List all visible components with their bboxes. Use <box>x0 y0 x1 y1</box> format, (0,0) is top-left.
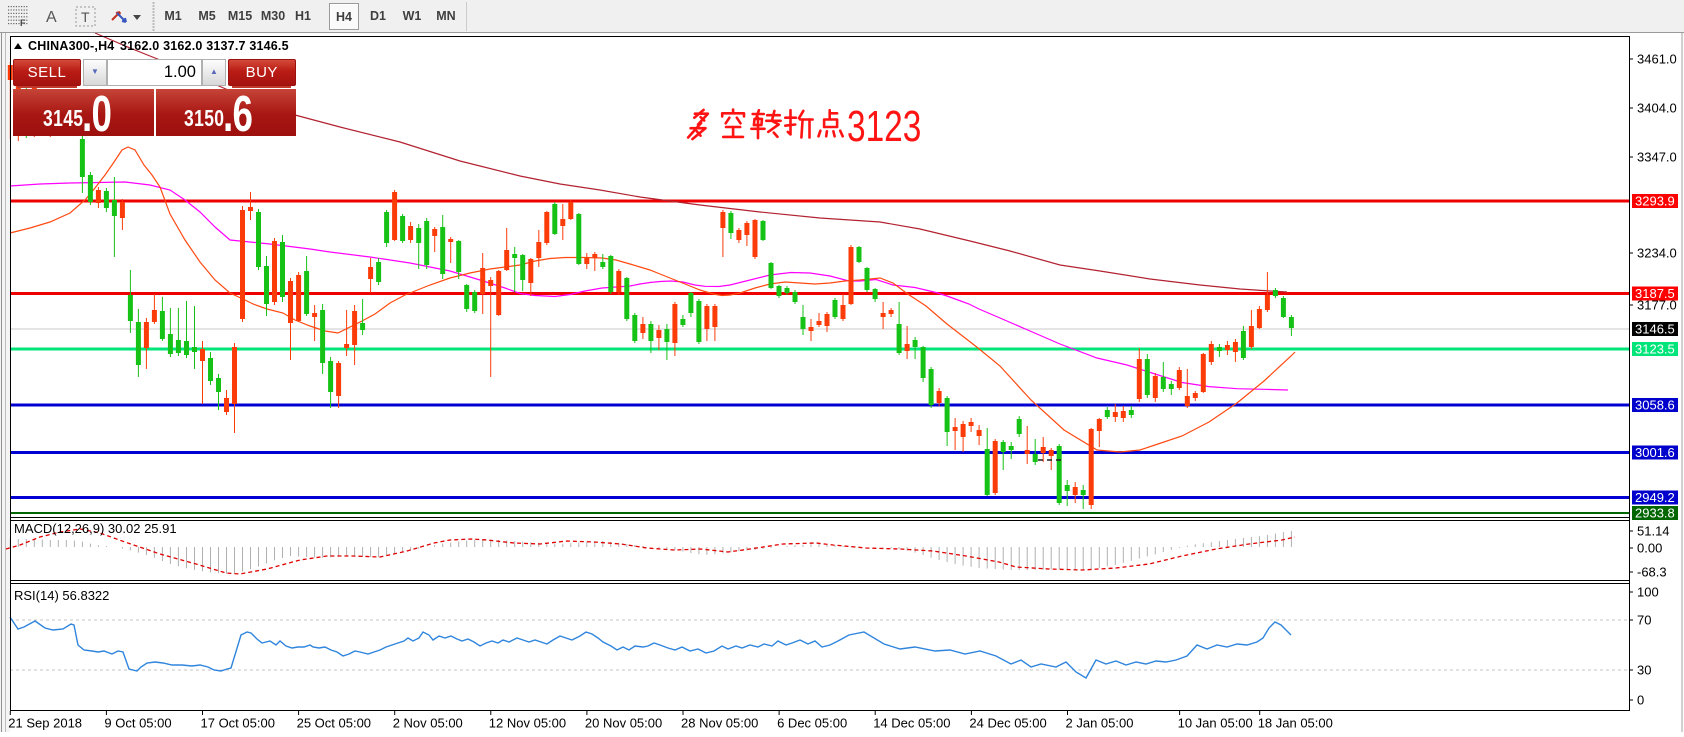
svg-text:6 Dec 05:00: 6 Dec 05:00 <box>777 716 847 731</box>
svg-text:2 Jan 05:00: 2 Jan 05:00 <box>1066 716 1134 731</box>
svg-text:3177.0: 3177.0 <box>1637 298 1677 313</box>
svg-text:MACD(12,26,9) 30.02 25.91: MACD(12,26,9) 30.02 25.91 <box>14 521 177 536</box>
svg-text:20 Nov 05:00: 20 Nov 05:00 <box>585 716 662 731</box>
svg-text:-68.3: -68.3 <box>1637 565 1667 580</box>
svg-text:3293.9: 3293.9 <box>1635 194 1675 209</box>
svg-text:RSI(14) 56.8322: RSI(14) 56.8322 <box>14 588 109 603</box>
svg-text:51.14: 51.14 <box>1637 524 1670 539</box>
svg-text:0: 0 <box>1637 693 1644 708</box>
svg-text:3404.0: 3404.0 <box>1637 101 1677 116</box>
svg-text:3461.0: 3461.0 <box>1637 52 1677 67</box>
svg-text:F: F <box>20 18 26 28</box>
svg-text:28 Nov 05:00: 28 Nov 05:00 <box>681 716 758 731</box>
svg-text:24 Dec 05:00: 24 Dec 05:00 <box>969 716 1046 731</box>
svg-text:T: T <box>81 9 90 25</box>
svg-text:2933.8: 2933.8 <box>1635 506 1675 521</box>
svg-text:25 Oct 05:00: 25 Oct 05:00 <box>297 716 371 731</box>
svg-text:70: 70 <box>1637 613 1651 628</box>
svg-text:30: 30 <box>1637 663 1651 678</box>
svg-text:10 Jan 05:00: 10 Jan 05:00 <box>1178 716 1253 731</box>
svg-text:0.00: 0.00 <box>1637 541 1662 556</box>
svg-text:12 Nov 05:00: 12 Nov 05:00 <box>489 716 566 731</box>
svg-text:3234.0: 3234.0 <box>1637 246 1677 261</box>
svg-text:CHINA300-,H4: CHINA300-,H4 <box>28 39 114 53</box>
svg-text:A: A <box>46 9 57 26</box>
svg-text:9 Oct 05:00: 9 Oct 05:00 <box>104 716 171 731</box>
svg-text:18 Jan 05:00: 18 Jan 05:00 <box>1258 716 1333 731</box>
svg-text:14 Dec 05:00: 14 Dec 05:00 <box>873 716 950 731</box>
svg-text:3162.0 3162.0 3137.7 3146.5: 3162.0 3162.0 3137.7 3146.5 <box>120 39 289 53</box>
svg-text:3123.5: 3123.5 <box>1635 342 1675 357</box>
svg-text:17 Oct 05:00: 17 Oct 05:00 <box>201 716 275 731</box>
svg-text:100: 100 <box>1637 585 1659 600</box>
svg-text:3058.6: 3058.6 <box>1635 398 1675 413</box>
svg-text:3001.6: 3001.6 <box>1635 445 1675 460</box>
svg-text:3347.0: 3347.0 <box>1637 150 1677 165</box>
svg-text:3123: 3123 <box>847 103 921 151</box>
svg-text:3187.5: 3187.5 <box>1635 286 1675 301</box>
svg-text:3146.5: 3146.5 <box>1635 322 1675 337</box>
svg-text:2949.2: 2949.2 <box>1635 490 1675 505</box>
svg-text:21 Sep 2018: 21 Sep 2018 <box>8 716 82 731</box>
svg-text:2 Nov 05:00: 2 Nov 05:00 <box>393 716 463 731</box>
